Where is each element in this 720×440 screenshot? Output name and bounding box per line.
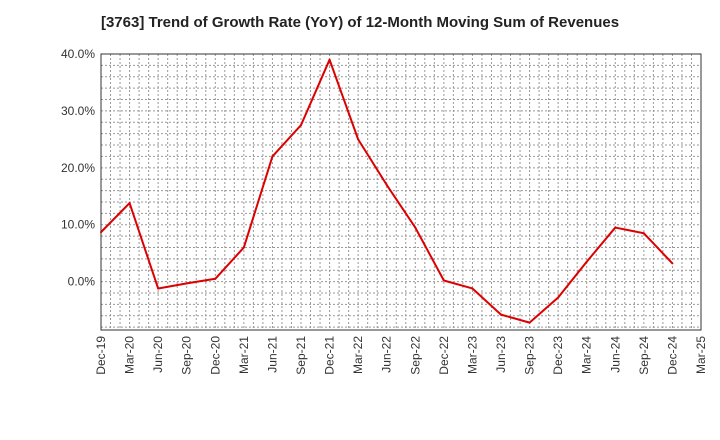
data-point — [642, 232, 645, 235]
y-tick-label: 10.0% — [61, 218, 95, 232]
data-point — [528, 321, 531, 324]
chart-title: [3763] Trend of Growth Rate (YoY) of 12-… — [100, 14, 620, 31]
x-tick-label: Jun-24 — [608, 336, 622, 373]
x-tick-label: Sep-24 — [637, 336, 651, 375]
data-point — [271, 155, 274, 158]
data-point — [500, 313, 502, 316]
x-tick-label: Dec-23 — [551, 336, 565, 375]
data-point — [300, 124, 302, 127]
x-tick-label: Jun-21 — [265, 336, 279, 373]
data-point — [157, 287, 160, 290]
x-tick-label: Sep-20 — [180, 336, 194, 375]
data-point — [671, 262, 674, 265]
data-point — [242, 246, 245, 249]
data-point — [471, 287, 474, 290]
y-tick-label: 40.0% — [61, 47, 95, 61]
data-point — [357, 138, 360, 141]
plot-border — [100, 53, 702, 331]
data-point — [100, 231, 102, 234]
x-tick-label: Jun-20 — [151, 336, 165, 373]
data-point — [557, 296, 560, 299]
x-tick-label: Dec-20 — [208, 336, 222, 375]
x-tick-label: Dec-21 — [323, 336, 337, 375]
plot-area — [101, 54, 701, 330]
y-tick-label: 0.0% — [68, 275, 96, 289]
x-tick-label: Dec-24 — [665, 336, 679, 375]
y-tick-label: 30.0% — [61, 104, 95, 118]
x-tick-label: Dec-19 — [94, 336, 108, 375]
data-point — [385, 183, 388, 186]
y-tick-label: 20.0% — [61, 161, 95, 175]
x-tick-label: Mar-21 — [237, 336, 251, 374]
x-tick-label: Jun-23 — [494, 336, 508, 373]
x-tick-label: Sep-23 — [523, 336, 537, 375]
x-tick-label: Mar-23 — [465, 336, 479, 374]
x-tick-label: Jun-22 — [380, 336, 394, 373]
data-point — [442, 279, 445, 282]
data-point — [614, 226, 617, 229]
x-tick-label: Mar-25 — [694, 336, 708, 374]
data-point — [185, 282, 188, 285]
data-point — [128, 202, 131, 205]
data-point — [414, 226, 417, 229]
x-tick-label: Mar-24 — [580, 336, 594, 374]
x-tick-label: Mar-22 — [351, 336, 365, 374]
data-point — [585, 260, 588, 263]
x-tick-label: Sep-22 — [408, 336, 422, 375]
x-tick-label: Mar-20 — [123, 336, 137, 374]
data-point — [214, 277, 217, 280]
data-point — [328, 58, 331, 61]
x-tick-label: Sep-21 — [294, 336, 308, 375]
x-tick-label: Dec-22 — [437, 336, 451, 375]
